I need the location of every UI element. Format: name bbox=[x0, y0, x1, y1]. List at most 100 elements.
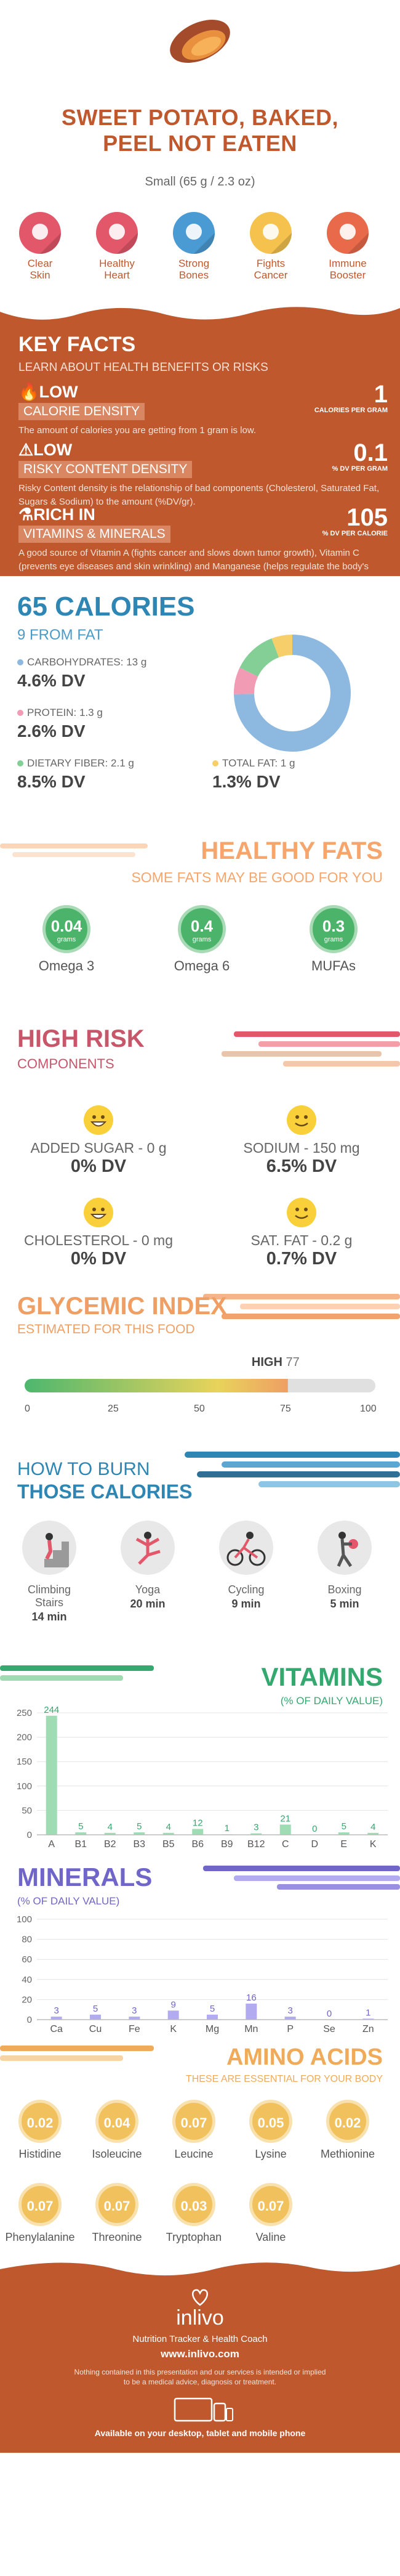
fact-vitamins-minerals: ⚗RICH IN VITAMINS & MINERALS A good sour… bbox=[18, 505, 388, 576]
risk-dv: 0.7% DV bbox=[266, 1249, 337, 1269]
risk-cholesterol: CHOLESTEROL - 0 mg 0% DV bbox=[6, 1198, 191, 1269]
decorative-stripes bbox=[185, 1452, 400, 1487]
yoga-icon bbox=[121, 1521, 175, 1575]
nutrient-fat: TOTAL FAT: 1 g 1.3% DV bbox=[212, 757, 295, 792]
nutrient-carbs: CARBOHYDRATES: 13 g 4.6% DV bbox=[17, 656, 146, 691]
amino-tryptophan: 0.03 Tryptophan bbox=[157, 2183, 231, 2244]
x-tick-label: B2 bbox=[104, 1839, 116, 1850]
amino-histidine: 0.02 Histidine bbox=[3, 2100, 77, 2161]
x-tick-label: C bbox=[282, 1839, 289, 1850]
fat-unit: grams bbox=[192, 936, 212, 943]
amino-badge: 0.05 bbox=[249, 2100, 292, 2143]
bar-b5 bbox=[162, 1832, 174, 1835]
healthy-fats-sub: SOME FATS MAY BE GOOD FOR YOU bbox=[131, 869, 383, 885]
amino-value: 0.02 bbox=[26, 2115, 54, 2131]
bar-value-label: 3 bbox=[287, 2005, 292, 2016]
amino-value: 0.02 bbox=[334, 2115, 361, 2131]
minerals-heading: MINERALS bbox=[17, 1863, 153, 1891]
fact-unit: % DV PER GRAM bbox=[332, 465, 388, 473]
bar-fe bbox=[129, 2017, 140, 2020]
x-tick-label: Cu bbox=[89, 2024, 102, 2034]
legend-dot bbox=[17, 659, 23, 665]
x-tick-label: B1 bbox=[74, 1839, 87, 1850]
activity-label: Boxing bbox=[327, 1583, 362, 1596]
amino-badge: 0.07 bbox=[249, 2183, 292, 2226]
glycemic-sub: ESTIMATED FOR THIS FOOD bbox=[17, 1322, 195, 1336]
page-title-line1: SWEET POTATO, BAKED, bbox=[61, 105, 338, 130]
healthy-fats-heading: HEALTHY FATS bbox=[201, 837, 383, 864]
amino-phenylalanine: 0.07 Phenylalanine bbox=[3, 2183, 77, 2244]
y-tick-label: 100 bbox=[17, 1914, 32, 1925]
x-tick-label: K bbox=[370, 1839, 377, 1850]
high-risk-heading: HIGH RISK bbox=[17, 1025, 145, 1052]
sweet-potato-image bbox=[170, 20, 230, 63]
bar-value-label: 5 bbox=[137, 1821, 142, 1832]
amino-lysine: 0.05 Lysine bbox=[234, 2100, 308, 2161]
ribbon-icon bbox=[250, 212, 292, 254]
bar-value-label: 21 bbox=[280, 1813, 290, 1824]
glycemic-tick: 25 bbox=[108, 1404, 119, 1414]
amino-value: 0.05 bbox=[257, 2115, 284, 2131]
bar-value-label: 3 bbox=[254, 1822, 258, 1833]
key-facts-heading: KEY FACTS bbox=[18, 333, 136, 356]
healthy-fats-section: HEALTHY FATS SOME FATS MAY BE GOOD FOR Y… bbox=[0, 825, 400, 1013]
fact-unit: CALORIES PER GRAM bbox=[314, 407, 388, 414]
risk-dv: 0% DV bbox=[70, 1156, 127, 1176]
risk-label: CHOLESTEROL - 0 mg bbox=[24, 1232, 173, 1248]
y-tick-label: 150 bbox=[17, 1757, 32, 1767]
y-tick-label: 50 bbox=[22, 1805, 32, 1816]
amino-badge: 0.04 bbox=[95, 2100, 138, 2143]
header-section: SWEET POTATO, BAKED, PEEL NOT EATEN Smal… bbox=[0, 0, 400, 302]
fact-description: Risky Content density is the relationshi… bbox=[18, 483, 380, 507]
fact-tag: RISKY CONTENT DENSITY bbox=[18, 461, 193, 478]
benefit-cancer: Fights Cancer bbox=[237, 212, 305, 281]
fact-unit: % DV PER CALORIE bbox=[322, 530, 388, 537]
fat-label: Omega 6 bbox=[174, 958, 230, 973]
flame-icon: 🔥 bbox=[18, 383, 39, 401]
fat-unit: grams bbox=[57, 936, 76, 943]
fact-value: 105 bbox=[346, 504, 388, 531]
x-tick-label: Se bbox=[323, 2024, 335, 2034]
vitamins-sub: (% OF DAILY VALUE) bbox=[280, 1695, 383, 1707]
legend-dot bbox=[17, 710, 23, 716]
benefit-label: Healthy bbox=[99, 258, 135, 269]
x-tick-label: Zn bbox=[362, 2024, 374, 2034]
amino-label: Leucine bbox=[174, 2148, 214, 2160]
amino-label: Methionine bbox=[320, 2148, 375, 2160]
legend-dot bbox=[17, 760, 23, 766]
amino-badge: 0.07 bbox=[95, 2183, 138, 2226]
footer: inlivo Nutrition Tracker & Health Coach … bbox=[0, 2257, 400, 2453]
x-tick-label: K bbox=[170, 2024, 177, 2034]
amino-valine: 0.07 Valine bbox=[234, 2183, 308, 2244]
risk-sat-fat: SAT. FAT - 0.2 g 0.7% DV bbox=[209, 1198, 394, 1269]
decorative-stripes bbox=[203, 1866, 400, 1890]
website-link[interactable]: www.inlivo.com bbox=[161, 2348, 239, 2360]
donut-slice-protein bbox=[234, 667, 258, 694]
bar-b3 bbox=[134, 1832, 145, 1835]
x-tick-label: Fe bbox=[129, 2024, 140, 2034]
bar-cu bbox=[90, 2014, 101, 2020]
activity-time: 14 min bbox=[31, 1611, 67, 1623]
burn-heading-line1: HOW TO BURN bbox=[17, 1459, 150, 1479]
activity-yoga: Yoga 20 min bbox=[111, 1521, 185, 1611]
immune-icon bbox=[327, 212, 369, 254]
nutrient-dv: 2.6% DV bbox=[17, 721, 86, 741]
benefit-label: Fights bbox=[256, 258, 286, 269]
minerals-section: MINERALS (% OF DAILY VALUE) 0 20 40 60 80 100… bbox=[0, 1853, 400, 2038]
heart-icon bbox=[96, 212, 138, 254]
decorative-stripes bbox=[0, 843, 148, 857]
bar-k bbox=[367, 1832, 379, 1835]
warning-icon: ⚠ bbox=[18, 441, 34, 459]
amino-isoleucine: 0.04 Isoleucine bbox=[80, 2100, 154, 2161]
x-tick-label: B5 bbox=[162, 1839, 175, 1850]
calories-heading: 65 CALORIES bbox=[17, 591, 195, 622]
nutrient-label: DIETARY FIBER: 2.1 g bbox=[27, 757, 134, 769]
amino-label: Lysine bbox=[255, 2148, 287, 2160]
bar-value-label: 5 bbox=[342, 1821, 346, 1832]
grin-face-icon bbox=[84, 1105, 113, 1135]
vitamins-heading: VITAMINS bbox=[261, 1662, 383, 1691]
amino-label: Isoleucine bbox=[92, 2148, 142, 2160]
fat-value: 0.3 bbox=[322, 917, 345, 935]
amino-leucine: 0.07 Leucine bbox=[157, 2100, 231, 2161]
grin-face-icon bbox=[84, 1198, 113, 1227]
